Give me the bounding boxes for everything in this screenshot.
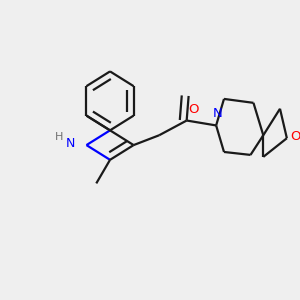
Text: O: O xyxy=(188,103,199,116)
Text: N: N xyxy=(66,136,75,150)
Text: H: H xyxy=(55,132,63,142)
Text: O: O xyxy=(290,130,300,143)
Text: N: N xyxy=(213,107,223,120)
